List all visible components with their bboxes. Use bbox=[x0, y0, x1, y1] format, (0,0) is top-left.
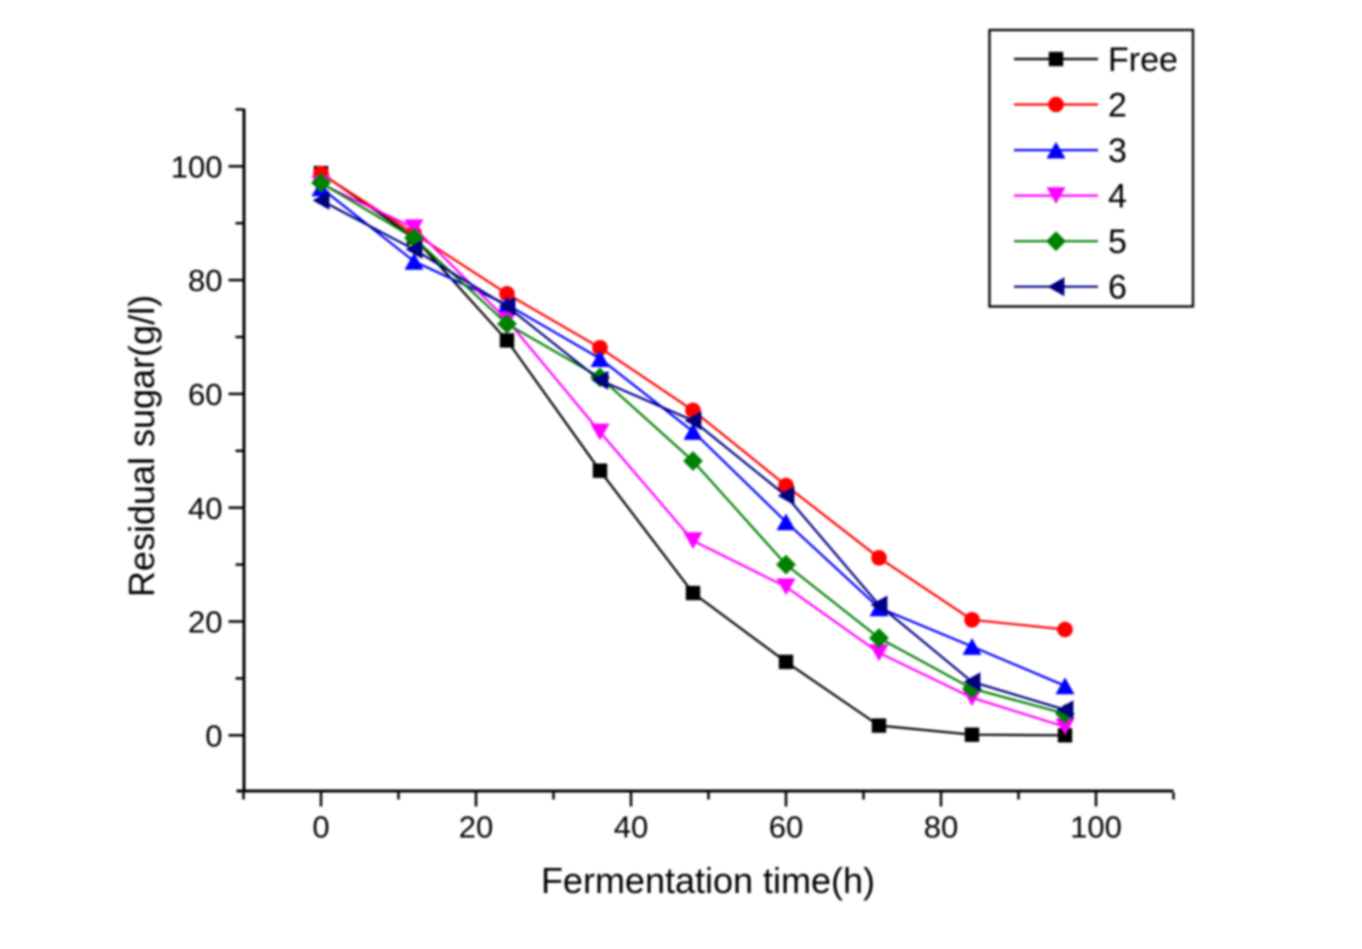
svg-text:Residual sugar(g/l): Residual sugar(g/l) bbox=[121, 295, 162, 597]
svg-text:20: 20 bbox=[459, 809, 493, 844]
svg-text:4: 4 bbox=[1108, 177, 1127, 215]
svg-text:Fermentation time(h): Fermentation time(h) bbox=[541, 860, 875, 901]
svg-text:5: 5 bbox=[1108, 223, 1127, 261]
svg-text:2: 2 bbox=[1108, 86, 1127, 124]
svg-text:0: 0 bbox=[205, 718, 222, 753]
svg-text:60: 60 bbox=[769, 809, 803, 844]
svg-text:3: 3 bbox=[1108, 132, 1127, 170]
svg-text:80: 80 bbox=[924, 809, 958, 844]
svg-text:100: 100 bbox=[171, 149, 223, 184]
svg-text:20: 20 bbox=[188, 605, 222, 640]
svg-text:40: 40 bbox=[614, 809, 648, 844]
svg-text:60: 60 bbox=[188, 377, 222, 412]
svg-text:6: 6 bbox=[1108, 269, 1127, 307]
svg-text:100: 100 bbox=[1070, 809, 1122, 844]
svg-text:0: 0 bbox=[312, 809, 329, 844]
svg-text:Free: Free bbox=[1108, 41, 1178, 79]
svg-text:40: 40 bbox=[188, 491, 222, 526]
svg-text:80: 80 bbox=[188, 263, 222, 298]
